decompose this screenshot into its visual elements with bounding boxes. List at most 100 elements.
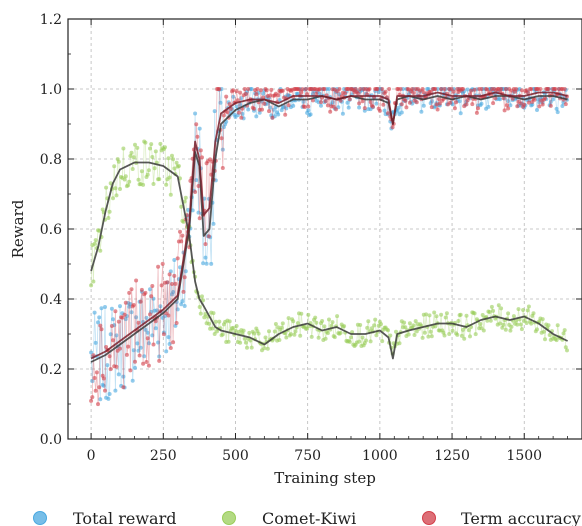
raw-point — [248, 338, 253, 343]
raw-point — [329, 323, 334, 328]
raw-point — [500, 325, 505, 330]
raw-point — [382, 108, 387, 113]
raw-point — [197, 126, 202, 131]
raw-point — [506, 99, 511, 104]
raw-point — [386, 111, 390, 116]
raw-point — [538, 87, 543, 91]
raw-point — [377, 108, 382, 113]
raw-point — [410, 87, 415, 91]
raw-point — [414, 100, 419, 105]
raw-point — [238, 90, 243, 95]
raw-point — [118, 304, 122, 309]
raw-point — [349, 335, 353, 340]
raw-point — [437, 101, 442, 106]
raw-point — [535, 327, 539, 332]
legend-label-term-accuracy: Term accuracy — [461, 509, 581, 526]
raw-point — [476, 106, 480, 111]
raw-point — [116, 319, 121, 324]
raw-point — [220, 147, 225, 152]
raw-point — [174, 160, 179, 165]
raw-point — [122, 177, 127, 182]
raw-point — [298, 333, 303, 338]
raw-point — [414, 329, 419, 334]
smoothed-line-2 — [90, 91, 568, 360]
x-tick-label: 500 — [222, 448, 249, 464]
raw-point — [372, 323, 377, 328]
raw-point — [358, 87, 363, 91]
legend-marker-comet-kiwi — [222, 511, 236, 525]
raw-point — [89, 283, 94, 288]
raw-point — [268, 93, 273, 98]
raw-point — [170, 282, 174, 286]
raw-point — [156, 264, 161, 269]
raw-point — [515, 104, 520, 109]
raw-point — [368, 339, 373, 344]
raw-point — [459, 333, 464, 338]
smoothed-line-1 — [90, 161, 568, 360]
raw-point — [518, 322, 523, 327]
raw-point — [168, 192, 173, 197]
y-tick-label: 0.0 — [40, 432, 62, 448]
raw-point — [365, 325, 370, 330]
raw-point — [320, 319, 325, 323]
raw-point — [123, 317, 128, 322]
raw-point — [157, 358, 162, 363]
raw-point — [150, 284, 155, 288]
y-tick-label: 0.6 — [40, 222, 62, 238]
raw-point — [302, 105, 307, 109]
raw-point — [488, 318, 493, 323]
raw-point — [104, 345, 109, 349]
raw-point — [113, 309, 118, 314]
raw-point — [173, 281, 178, 286]
raw-point — [501, 322, 506, 327]
raw-point — [498, 321, 502, 326]
raw-point — [375, 87, 380, 91]
raw-point — [204, 261, 209, 266]
raw-point — [553, 87, 558, 91]
raw-point — [180, 299, 185, 304]
raw-point — [128, 154, 133, 158]
raw-point — [273, 322, 278, 326]
raw-point — [149, 142, 154, 147]
raw-point — [355, 91, 360, 96]
raw-point — [145, 336, 150, 341]
raw-point — [175, 307, 180, 312]
raw-point — [249, 87, 254, 91]
raw-point — [563, 345, 568, 350]
raw-point — [325, 103, 330, 108]
raw-point — [407, 100, 412, 105]
raw-point — [436, 97, 441, 101]
raw-point — [388, 333, 393, 338]
raw-point — [93, 340, 98, 345]
raw-point — [197, 305, 202, 309]
raw-point — [420, 335, 425, 340]
raw-point — [136, 320, 141, 325]
raw-point — [99, 306, 104, 311]
raw-point — [98, 323, 103, 328]
raw-point — [104, 185, 109, 190]
raw-point — [547, 333, 552, 337]
raw-point — [330, 100, 335, 105]
raw-point — [402, 320, 407, 325]
raw-point — [106, 216, 111, 220]
raw-point — [516, 307, 521, 312]
raw-point — [540, 102, 545, 107]
raw-point — [293, 329, 298, 334]
raw-point — [555, 110, 560, 115]
raw-point — [146, 341, 151, 346]
raw-point — [271, 107, 276, 112]
raw-point — [442, 87, 447, 91]
raw-point — [172, 258, 177, 262]
raw-point — [243, 340, 248, 345]
raw-point — [105, 363, 110, 368]
raw-point — [231, 94, 236, 99]
raw-point — [407, 321, 412, 326]
raw-point — [180, 233, 185, 238]
raw-point — [270, 115, 275, 120]
raw-point — [129, 310, 134, 315]
y-axis-label: Reward — [9, 199, 27, 258]
raw-point — [97, 228, 102, 233]
raw-point — [165, 280, 170, 285]
x-tick-label: 750 — [294, 448, 321, 464]
raw-point — [514, 87, 519, 91]
